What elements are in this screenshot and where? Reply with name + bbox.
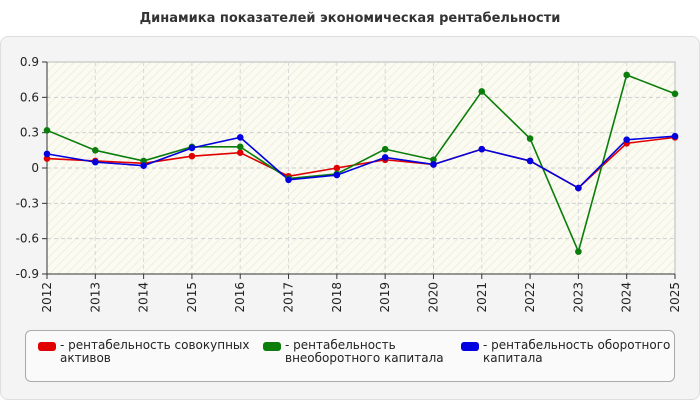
data-point-0 [43,155,51,162]
data-point-2 [92,158,99,166]
x-tick-label: 2013 [88,282,102,313]
data-point-2 [575,184,582,192]
x-tick-label: 2012 [40,282,54,313]
data-point-1 [140,157,147,165]
x-tick-label: 2024 [620,282,634,313]
data-point-1 [381,145,389,153]
data-point-2 [526,157,534,165]
y-tick-label: 0.3 [20,126,39,140]
x-tick-label: 2021 [475,282,489,313]
x-tick-label: 2023 [571,282,585,313]
data-point-1 [236,143,244,151]
series-lines [43,71,679,255]
data-point-1 [43,127,51,134]
x-tick-label: 2014 [137,282,151,313]
legend: - рентабельность совокупных активов - ре… [25,330,675,382]
y-tick-label: 0.6 [20,90,39,104]
data-point-1 [575,248,582,255]
chart-title: Динамика показателей экономическая рента… [139,11,561,26]
legend-swatch-2 [461,342,479,351]
data-point-2 [43,150,51,158]
data-point-1 [478,88,486,95]
y-tick-label: 0 [31,161,39,175]
legend-label-0: - рентабельность совокупных активов [60,338,250,365]
x-tick-label: 2019 [378,282,392,313]
x-tick-label: 2016 [233,282,247,313]
data-point-2 [430,161,437,168]
data-point-2 [285,176,292,184]
data-point-1 [623,71,630,79]
series-line-1 [46,73,676,255]
data-point-2 [236,134,244,141]
y-tick-label: -0.6 [16,232,39,246]
data-point-2 [333,171,341,179]
data-point-2 [623,136,630,144]
data-point-1 [430,156,437,164]
data-point-2 [140,162,147,169]
data-point-0 [236,149,244,156]
legend-label-1: - рентабельность внеоборотного капитала [285,338,444,365]
x-tick-label: 2015 [185,282,199,313]
data-point-1 [92,147,99,154]
data-point-1 [526,135,534,142]
x-tick-label: 2025 [668,282,682,313]
x-tick-label: 2018 [330,282,344,313]
data-point-2 [381,154,389,161]
data-point-2 [671,132,679,140]
y-tick-label: 0.9 [20,55,39,69]
x-tick-label: 2020 [426,282,440,313]
legend-label-2: - рентабельность оборотного капитала [483,338,671,365]
y-tick-label: -0.3 [16,196,39,210]
x-tick-label: 2022 [523,282,537,313]
x-tick-label: 2017 [282,282,296,313]
series-line-2 [46,135,676,190]
legend-swatch-0 [38,342,56,351]
legend-swatch-1 [263,342,281,351]
data-point-2 [188,144,196,152]
data-point-0 [188,152,196,160]
grid-lines [47,62,675,274]
data-point-1 [671,90,679,98]
data-point-0 [333,164,341,172]
data-point-2 [478,145,486,153]
y-tick-label: -0.9 [16,267,39,281]
plot-area [46,61,676,275]
